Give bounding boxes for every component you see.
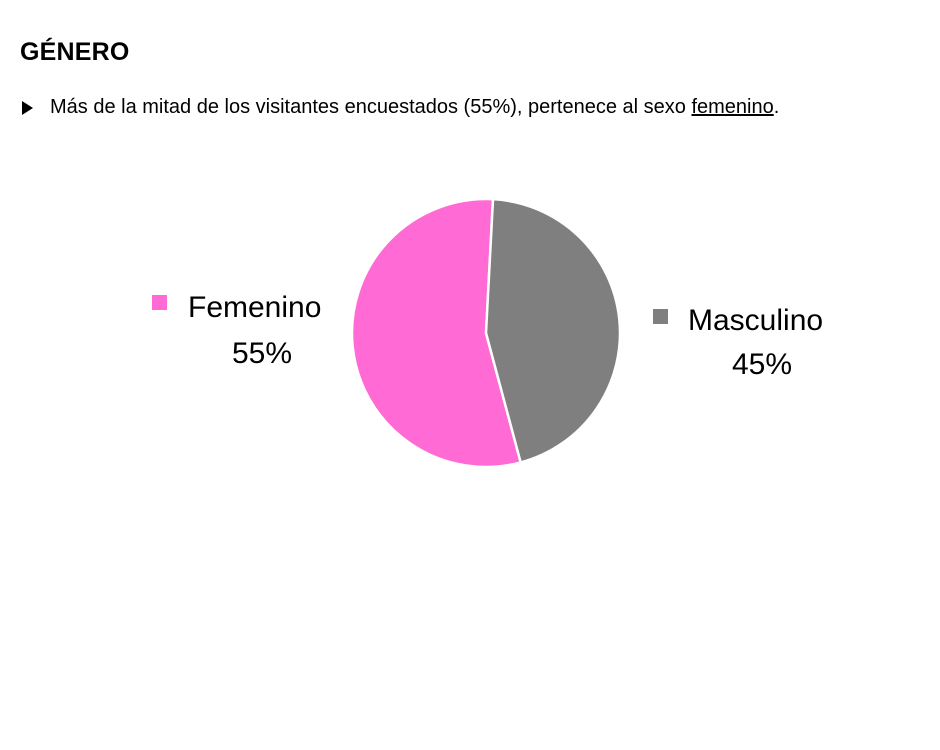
bullet-text: Más de la mitad de los visitantes encues… [50,96,779,119]
bullet-text-underlined: femenino [691,96,774,118]
bullet-item: Más de la mitad de los visitantes encues… [22,96,779,119]
slice-value-masculino: 45% [732,348,792,381]
legend-marker-femenino [152,295,167,310]
slice-label-femenino: Femenino 55% [152,291,321,370]
legend-marker-masculino [653,309,668,324]
pie-slice-masculino [484,197,622,464]
slice-name-femenino: Femenino [188,291,321,324]
slice-value-femenino: 55% [232,337,292,370]
pie-slices [350,197,622,469]
bullet-text-before: Más de la mitad de los visitantes encues… [50,96,692,118]
pie-slice-femenino [350,197,523,469]
bullet-text-after: . [773,96,780,118]
arrow-bullet-icon [22,100,33,115]
slice-name-masculino: Masculino [688,304,823,337]
section-heading: GÉNERO [20,38,130,66]
slice-label-masculino: Masculino 45% [653,304,823,381]
